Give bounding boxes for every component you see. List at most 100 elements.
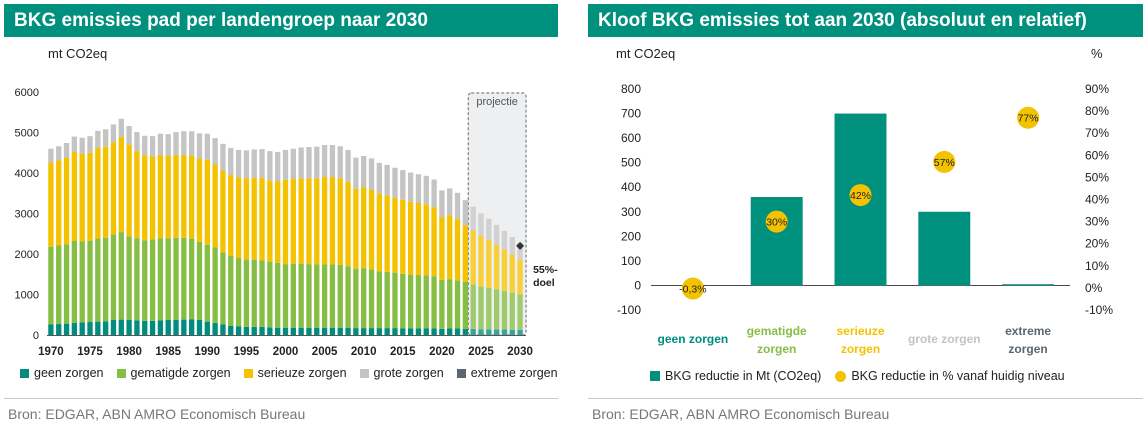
bar-segment [102,237,109,322]
bar-segment [142,135,148,156]
bar-segment [415,275,422,329]
bar-segment [251,326,257,335]
bar-segment [259,149,265,178]
bar-segment [376,328,382,335]
bar-segment [353,328,359,335]
bar-segment [290,263,296,328]
bar-segment [329,327,336,335]
bar-segment [212,322,218,335]
y-tick-label-left: 200 [621,229,641,243]
bar-segment [134,238,140,321]
bar-segment [228,147,234,176]
x-tick-label: 2015 [390,346,416,358]
y-tick-label-right: 80% [1085,104,1109,118]
y-tick-label: 1000 [15,290,39,302]
bar-segment [376,162,382,194]
x-tick-label: 1975 [77,346,103,358]
bar-segment [400,328,406,335]
bar-segment [87,322,93,335]
bar-segment [181,319,187,335]
bar-segment [470,206,476,231]
bar-segment [306,327,312,335]
y-tick-label-left: 300 [621,205,641,219]
bar-segment [337,264,343,328]
y-tick-label-left: 600 [621,131,641,145]
bar-segment [431,276,437,329]
y-tick-label: 4000 [15,168,39,180]
bar-segment [79,137,85,154]
bar-segment [345,149,351,182]
bar-segment [259,177,265,261]
bar-segment [423,328,429,335]
bar-segment [235,149,242,178]
bar-segment [204,321,210,335]
bar-segment [329,145,336,178]
y-tick-label-right: 0% [1085,281,1103,295]
bar-segment [126,320,132,335]
bar-segment [298,178,304,264]
projection-overlay [468,93,526,335]
bar-segment [126,236,132,321]
gap-bar [1002,284,1055,286]
bar-segment [415,174,422,203]
right-legend: BKG reductie in Mt (CO2eq) BKG reductie … [650,369,1078,383]
pct-dot-label: -0,3% [679,284,706,296]
bar-segment [165,134,171,156]
pct-dot-label: 77% [1018,113,1039,125]
bar-segment [48,162,54,247]
bar-segment [321,264,328,328]
bar-segment [400,199,406,274]
bar-segment [165,238,171,321]
bar-segment [275,151,281,182]
category-label: zorgen [757,342,796,356]
bar-segment [243,326,250,335]
bar-segment [189,131,195,156]
bar-segment [251,149,257,178]
bar-segment [110,124,117,143]
bar-segment [142,155,148,241]
y-tick-label-right: 50% [1085,170,1109,184]
bar-segment [251,259,257,327]
bar-segment [235,177,242,259]
right-source: Bron: EDGAR, ABN AMRO Economisch Bureau [592,406,890,422]
bar-segment [149,320,156,335]
bar-segment [228,175,234,256]
right-y-unit-left: mt CO2eq [616,46,676,61]
bar-segment [204,244,210,322]
bar-segment [462,225,469,282]
bar-segment [56,160,62,246]
bar-segment [470,230,476,285]
bar-segment [157,154,164,239]
left-source: Bron: EDGAR, ABN AMRO Economisch Bureau [8,406,306,422]
bar-segment [306,147,312,179]
bar-segment [478,235,484,287]
bar-segment [314,146,320,179]
category-label: gematigde [747,324,807,338]
bar-segment [173,132,179,155]
bar-segment [345,327,351,335]
y-tick-label-left: 500 [621,156,641,170]
bar-segment [337,327,343,335]
bar-segment [157,133,164,155]
bar-segment [149,239,156,321]
bar-segment [275,327,281,335]
left-chart-panel: BKG emissies pad per landengroep naar 20… [4,4,558,426]
pct-dot [849,184,872,207]
x-tick-label: 2020 [429,346,455,358]
right-y-unit-right: % [1091,46,1103,61]
bar-segment [173,320,179,335]
legend-item-geen: geen zorgen [20,366,104,380]
y-tick-label: 3000 [15,209,39,221]
target-label-line2: doel [533,277,555,289]
bar-segment [235,258,242,327]
bar-segment [407,201,414,275]
legend-label-grote: grote zorgen [373,366,444,380]
bar-segment [509,254,515,293]
y-tick-label-right: 20% [1085,237,1109,251]
pct-dot [681,277,704,300]
bar-segment [361,155,367,188]
bar-segment [361,187,367,269]
bar-segment [478,286,484,330]
bar-segment [267,151,273,181]
bar-segment [368,269,375,329]
